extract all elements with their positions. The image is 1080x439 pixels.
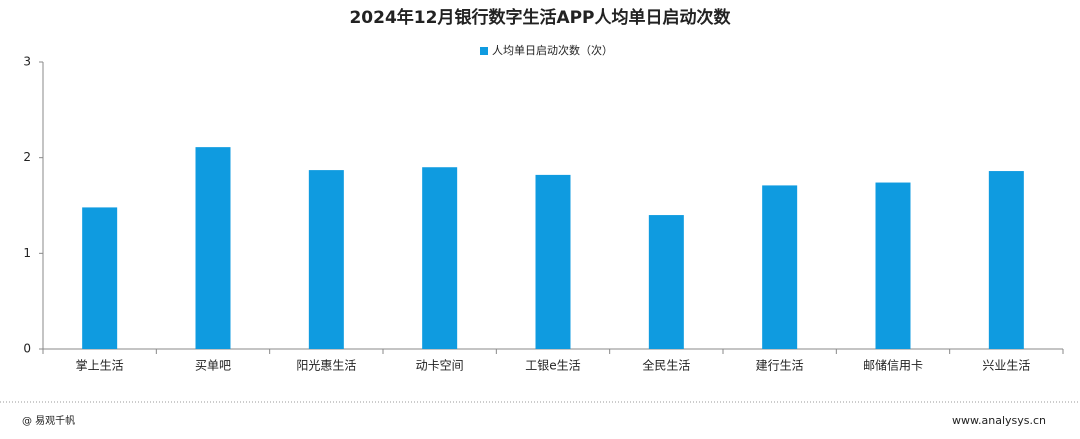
- legend-label: 人均单日启动次数（次）: [492, 43, 613, 57]
- x-tick-label: 动卡空间: [416, 359, 464, 373]
- bar: [535, 174, 571, 349]
- bar: [648, 215, 684, 349]
- x-tick-label: 建行生活: [756, 359, 804, 373]
- x-tick-label: 邮储信用卡: [863, 358, 923, 373]
- x-tick-label: 兴业生活: [982, 359, 1030, 373]
- y-tick-label: 1: [23, 246, 31, 260]
- chart-title: 2024年12月银行数字生活APP人均单日启动次数: [349, 7, 731, 28]
- x-tick-label: 工银e生活: [525, 359, 580, 373]
- footer-source: @ 易观千帆: [22, 414, 75, 427]
- x-tick-label: 全民生活: [642, 358, 690, 373]
- x-tick-label: 掌上生活: [76, 359, 124, 373]
- y-tick-label: 0: [23, 342, 31, 356]
- bar: [762, 185, 798, 349]
- legend-swatch: [480, 47, 488, 55]
- bar: [875, 182, 911, 349]
- bar: [988, 171, 1024, 349]
- bar: [195, 147, 231, 349]
- x-tick-label: 买单吧: [195, 359, 231, 373]
- y-tick-label: 3: [23, 55, 31, 69]
- footer-website: www.analysys.cn: [952, 414, 1046, 427]
- bar: [422, 167, 458, 349]
- bar: [308, 170, 344, 349]
- y-tick-label: 2: [23, 150, 31, 164]
- x-tick-label: 阳光惠生活: [296, 359, 356, 373]
- bar: [82, 207, 118, 349]
